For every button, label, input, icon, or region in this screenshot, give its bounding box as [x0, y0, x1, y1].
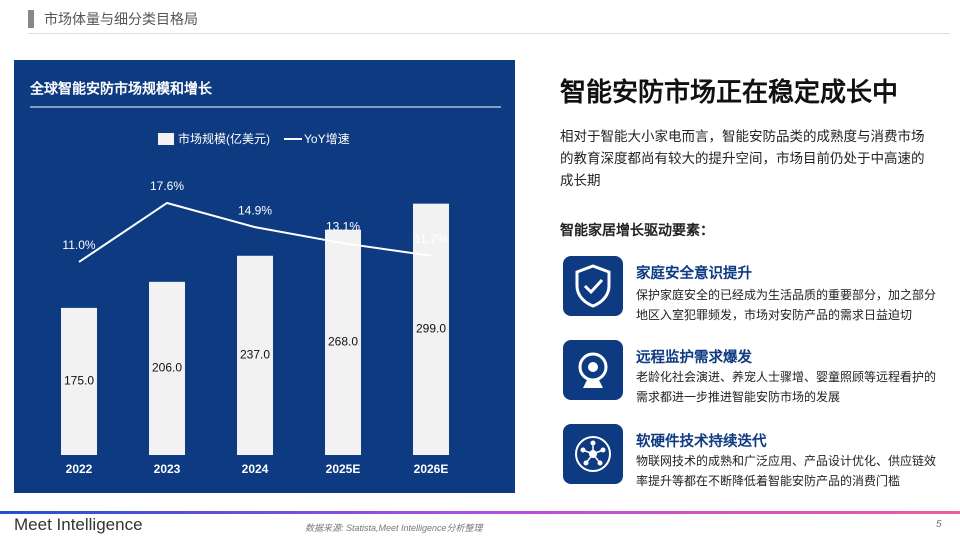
icon-shield [563, 256, 623, 316]
heading: 智能安防市场正在稳定成长中 [560, 77, 899, 107]
chart: 全球智能安防市场规模和增长 市场规模(亿美元) YoY增速 175.0 206.0 23… [29, 81, 501, 476]
bar [413, 203, 449, 455]
driver-text: 保护家庭安全的已经成为生活品质的重要部分，加之部分地区入室犯罪频发，市场对安防产… [636, 288, 937, 322]
x-tick-label: 2023 [154, 462, 181, 476]
header-title: 市场体量与细分类目格局 [28, 10, 198, 28]
driver-text: 老龄化社会演进、养宠人士骤增、婴童照顾等远程看护的需求都进一步推进智能安防市场的… [636, 370, 937, 404]
body-text: 相对于智能大小家电而言，智能安防品类的成熟度与消费市场的教育深度都尚有较大的提升… [560, 129, 925, 188]
x-tick-label: 2024 [242, 462, 269, 476]
bar-value-label: 268.0 [328, 335, 358, 349]
line-value-label: 14.9% [238, 203, 272, 217]
driver-title: 家庭安全意识提升 [636, 266, 752, 282]
legend-label: 市场规模(亿美元) [178, 131, 270, 146]
icon-network [563, 424, 623, 484]
bar-value-label: 206.0 [152, 361, 182, 375]
driver-title: 软硬件技术持续迭代 [636, 434, 767, 450]
x-tick-label: 2026E [414, 462, 449, 476]
x-tick-label: 2022 [66, 462, 93, 476]
bar [237, 255, 273, 455]
line-value-label: 11.0% [62, 238, 95, 252]
footer-rule [0, 511, 960, 514]
driver-title: 远程监护需求爆发 [636, 350, 752, 366]
bar [149, 281, 185, 455]
header-rule [28, 33, 950, 34]
driver-text: 物联网技术的成熟和广泛应用、产品设计优化、供应链效率提升等都在不断降低着智能安防… [636, 454, 937, 488]
icon-camera [563, 340, 623, 400]
bar [325, 229, 361, 455]
legend-label: YoY增速 [304, 132, 350, 146]
legend-swatch [158, 133, 174, 145]
line [78, 201, 432, 263]
line-value-label: 17.6% [150, 179, 184, 193]
bar-value-label: 237.0 [240, 348, 270, 362]
bar [61, 307, 97, 455]
bar-value-label: 175.0 [64, 374, 94, 388]
source: 数据来源: Statista,Meet Intelligence分析整理 [305, 523, 483, 533]
brand: Meet Intelligence [14, 515, 143, 534]
page-number: 5 [936, 519, 942, 530]
line-value-label: 11.7% [414, 232, 447, 246]
chart-title: 全球智能安防市场规模和增长 [29, 81, 213, 97]
chart-panel: 全球智能安防市场规模和增长 市场规模(亿美元) YoY增速 175.0 206.0 23… [14, 60, 515, 493]
drivers-title: 智能家居增长驱动要素： [560, 222, 714, 238]
bar-value-label: 299.0 [416, 321, 446, 335]
x-tick-label: 2025E [326, 462, 361, 476]
line-value-label: 13.1% [326, 219, 360, 233]
